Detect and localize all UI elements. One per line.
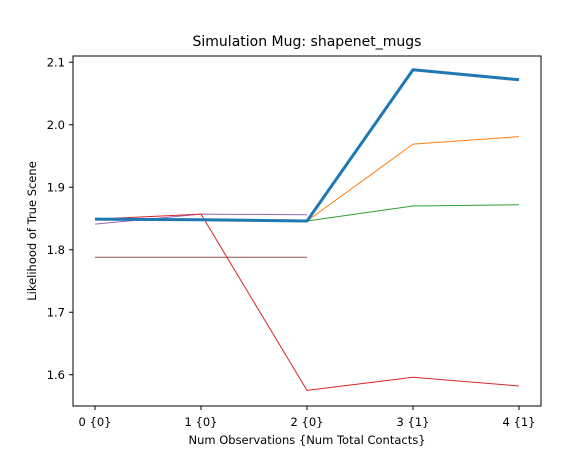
x-axis-label: Num Observations {Num Total Contacts} bbox=[188, 433, 425, 447]
x-tick-label: 2 {0} bbox=[291, 415, 324, 429]
x-tick-label: 4 {1} bbox=[503, 415, 536, 429]
x-tick-label: 0 {0} bbox=[79, 415, 112, 429]
y-tick-label: 1.7 bbox=[47, 305, 65, 319]
y-tick-label: 1.8 bbox=[47, 243, 65, 257]
series-line-3 bbox=[94, 213, 520, 391]
x-axis: 0 {0} 1 {0} 2 {0} 3 {1} 4 {1} bbox=[79, 406, 536, 429]
y-tick-label: 1.6 bbox=[47, 368, 65, 382]
series-line-6 bbox=[94, 68, 520, 223]
y-tick-label: 2.1 bbox=[47, 55, 65, 69]
y-tick-label: 1.9 bbox=[47, 180, 65, 194]
y-axis-label: Likelihood of True Scene bbox=[25, 161, 39, 301]
axes-frame bbox=[72, 55, 542, 407]
series-line-4 bbox=[95, 136, 520, 222]
x-tick-label: 1 {0} bbox=[185, 415, 218, 429]
y-axis: 1.6 1.7 1.8 1.9 2.0 2.1 bbox=[47, 55, 73, 382]
y-tick-label: 2.0 bbox=[47, 118, 65, 132]
series-layer bbox=[94, 68, 520, 391]
x-tick-label: 3 {1} bbox=[397, 415, 430, 429]
chart-title: Simulation Mug: shapenet_mugs bbox=[193, 34, 422, 50]
